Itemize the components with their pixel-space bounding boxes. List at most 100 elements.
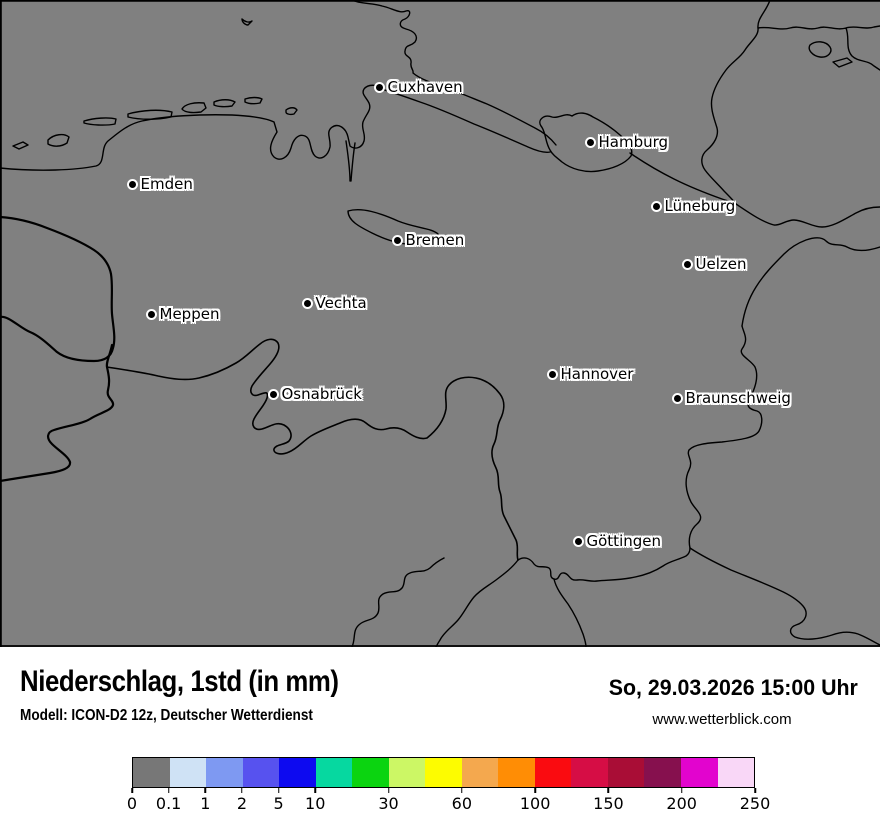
page-title: Niederschlag, 1std (in mm) xyxy=(20,665,339,698)
legend-tick-label: 150 xyxy=(593,794,624,813)
legend-colorbar xyxy=(132,757,755,788)
map-footer: Niederschlag, 1std (in mm) So, 29.03.202… xyxy=(0,647,880,830)
legend-tick-label: 10 xyxy=(305,794,326,813)
schleswig-holstein-border xyxy=(701,0,771,205)
legend-tick xyxy=(277,788,280,793)
legend-segment xyxy=(680,758,718,787)
legend-segment xyxy=(242,758,280,787)
weather-map: Cuxhaven Hamburg Emden Lüneburg Bremen Uelzen… xyxy=(0,0,880,647)
legend-segment xyxy=(315,758,353,787)
legend-tick xyxy=(131,788,133,793)
city-marker: Uelzen xyxy=(681,255,747,273)
city-dot-icon xyxy=(681,258,693,270)
nrw-border-east xyxy=(106,338,519,561)
city-marker: Göttingen xyxy=(572,532,662,550)
legend-segment xyxy=(644,758,681,787)
legend-tick xyxy=(680,788,683,793)
legend-tick xyxy=(754,788,756,793)
legend-tick xyxy=(461,788,463,793)
forecast-datetime: So, 29.03.2026 15:00 Uhr xyxy=(608,675,858,700)
legend-tick xyxy=(204,788,207,793)
legend-segment xyxy=(607,758,645,787)
east-frisian-islands xyxy=(12,18,298,150)
saxony-anhalt-border xyxy=(685,325,763,549)
legend-segment xyxy=(461,758,499,787)
legend-tick xyxy=(241,788,243,793)
city-marker: Emden xyxy=(126,175,193,193)
elbe-south-bank xyxy=(377,87,551,153)
legend-segment xyxy=(717,758,755,787)
legend-tick-label: 5 xyxy=(273,794,284,813)
precipitation-scale: 0 0.1 1 2 5 10 30 60 100 150 200 250 xyxy=(127,757,770,818)
city-label: Hannover xyxy=(560,365,634,383)
city-marker: Lüneburg xyxy=(650,197,736,215)
legend-tick-label: 100 xyxy=(519,794,551,813)
thuringia-border xyxy=(553,578,587,647)
mecklenburg-border-lakes xyxy=(757,25,880,71)
city-marker: Osnabrück xyxy=(267,385,362,403)
city-marker: Bremen xyxy=(391,231,465,249)
legend-segment xyxy=(279,758,316,787)
legend-tick-label: 1 xyxy=(200,794,211,813)
city-dot-icon xyxy=(671,392,683,404)
city-marker: Cuxhaven xyxy=(373,78,463,96)
legend-tick-label: 250 xyxy=(739,794,771,813)
nrw-border-west xyxy=(0,343,115,483)
legend-tick-label: 30 xyxy=(378,794,399,813)
legend-tick-label: 0 xyxy=(126,794,138,813)
netherlands-border xyxy=(0,215,116,363)
city-dot-icon xyxy=(546,368,558,380)
city-dot-icon xyxy=(145,308,157,320)
legend-ticks: 0 0.1 1 2 5 10 30 60 100 150 200 250 xyxy=(127,788,770,818)
city-dot-icon xyxy=(373,81,385,93)
legend-tick-label: 60 xyxy=(451,794,472,813)
city-label: Cuxhaven xyxy=(387,78,463,96)
bremen-state-border xyxy=(347,209,440,246)
legend-tick-label: 2 xyxy=(236,794,248,813)
city-dot-icon xyxy=(584,136,596,148)
legend-tick xyxy=(607,788,610,793)
city-marker: Hamburg xyxy=(584,133,669,151)
weser-hills-border xyxy=(351,557,445,647)
city-label: Braunschweig xyxy=(685,389,791,407)
map-borders-svg xyxy=(0,0,880,647)
city-dot-icon xyxy=(391,234,403,246)
city-dot-icon xyxy=(572,535,584,547)
legend-segment xyxy=(206,758,243,787)
legend-segment xyxy=(571,758,608,787)
weser-estuary xyxy=(345,140,356,182)
city-label: Göttingen xyxy=(586,532,662,550)
city-label: Uelzen xyxy=(695,255,747,273)
elbe-north-bank xyxy=(351,0,557,146)
city-dot-icon xyxy=(650,200,662,212)
legend-segment xyxy=(352,758,389,787)
city-label: Osnabrück xyxy=(281,385,362,403)
city-dot-icon xyxy=(267,388,279,400)
legend-tick-label: 0.1 xyxy=(155,794,182,813)
city-label: Hamburg xyxy=(598,133,669,151)
city-dot-icon xyxy=(126,178,138,190)
city-label: Lüneburg xyxy=(664,197,736,215)
goettingen-border xyxy=(517,547,691,582)
north-sea-coastline xyxy=(0,84,379,171)
legend-segment xyxy=(425,758,462,787)
legend-segment xyxy=(388,758,426,787)
legend-segment xyxy=(133,758,170,787)
city-marker: Meppen xyxy=(145,305,219,323)
city-label: Bremen xyxy=(405,231,465,249)
harz-southeast-border xyxy=(689,547,880,646)
map-frame xyxy=(0,0,880,647)
website-url: www.wetterblick.com xyxy=(652,711,792,728)
legend-tick xyxy=(387,788,390,793)
elbe-river-border xyxy=(629,152,880,228)
legend-segment xyxy=(169,758,207,787)
city-label: Emden xyxy=(140,175,193,193)
hesse-border xyxy=(435,559,519,647)
city-dot-icon xyxy=(301,297,313,309)
model-info: Modell: ICON-D2 12z, Deutscher Wetterdie… xyxy=(20,707,313,724)
legend-tick-label: 200 xyxy=(666,794,697,813)
legend-tick xyxy=(314,788,316,793)
city-marker: Hannover xyxy=(546,365,634,383)
city-marker: Braunschweig xyxy=(671,389,791,407)
